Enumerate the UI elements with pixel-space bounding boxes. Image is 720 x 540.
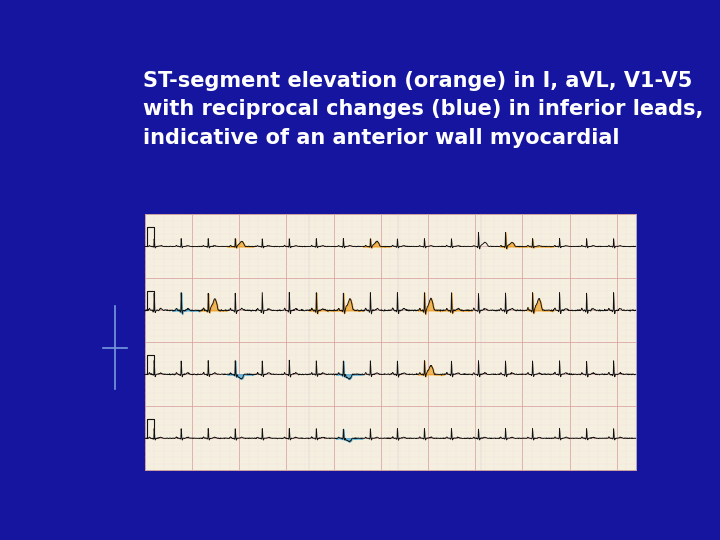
FancyBboxPatch shape	[145, 214, 636, 470]
Text: with reciprocal changes (blue) in inferior leads,: with reciprocal changes (blue) in inferi…	[143, 99, 703, 119]
Text: indicative of an anterior wall myocardial: indicative of an anterior wall myocardia…	[143, 127, 619, 147]
Text: ST-segment elevation (orange) in I, aVL, V1-V5: ST-segment elevation (orange) in I, aVL,…	[143, 71, 693, 91]
